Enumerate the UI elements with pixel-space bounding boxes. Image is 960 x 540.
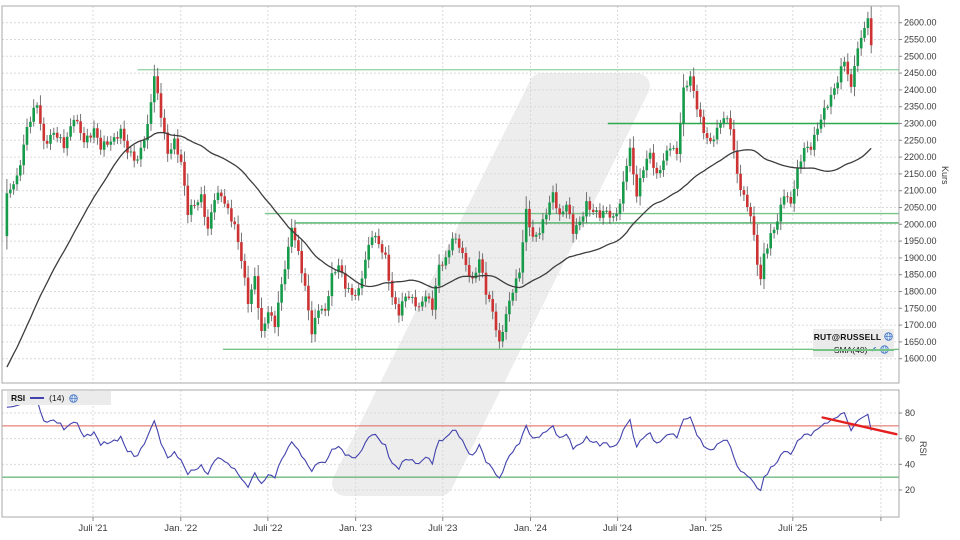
rsi-legend[interactable]: RSI (14): [7, 391, 111, 405]
svg-text:Juli '24: Juli '24: [603, 523, 632, 534]
support-resistance-lines: [137, 69, 899, 350]
svg-text:Juli '22: Juli '22: [253, 523, 282, 534]
svg-text:2350.00: 2350.00: [904, 102, 937, 112]
svg-text:Jan. '22: Jan. '22: [164, 523, 197, 534]
symbol-label: RUT@RUSSELL: [813, 331, 882, 342]
svg-text:2600.00: 2600.00: [904, 18, 937, 28]
rsi-label: RSI: [11, 393, 26, 403]
svg-text:20: 20: [905, 485, 915, 495]
svg-text:2500.00: 2500.00: [904, 51, 937, 61]
svg-text:2550.00: 2550.00: [904, 35, 937, 45]
rsi-plot[interactable]: [2, 399, 899, 492]
svg-text:2250.00: 2250.00: [904, 135, 937, 145]
price-panel-border: [1, 5, 900, 384]
rsi-line-swatch: [30, 397, 45, 399]
svg-text:Juli '23: Juli '23: [428, 523, 457, 534]
svg-text:2200.00: 2200.00: [904, 152, 937, 162]
svg-text:2150.00: 2150.00: [904, 169, 937, 179]
svg-text:80: 80: [905, 408, 915, 418]
globe-icon[interactable]: [69, 393, 78, 403]
svg-text:Jan. '24: Jan. '24: [514, 523, 547, 534]
svg-text:40: 40: [905, 459, 915, 469]
svg-text:Jan. '25: Jan. '25: [689, 523, 722, 534]
sma-line[interactable]: [6, 131, 872, 368]
svg-text:1950.00: 1950.00: [904, 236, 937, 246]
svg-text:60: 60: [905, 434, 915, 444]
svg-text:1900.00: 1900.00: [904, 253, 937, 263]
globe-icon[interactable]: [884, 332, 894, 341]
svg-text:Juli '25: Juli '25: [778, 523, 807, 534]
svg-text:1800.00: 1800.00: [904, 287, 937, 297]
svg-text:2400.00: 2400.00: [904, 85, 937, 95]
svg-text:2050.00: 2050.00: [904, 203, 937, 213]
rsi-line: [6, 399, 872, 492]
rsi-period-label: (14): [49, 393, 65, 403]
svg-text:2100.00: 2100.00: [904, 186, 937, 196]
svg-text:2000.00: 2000.00: [904, 219, 937, 229]
svg-text:1850.00: 1850.00: [904, 270, 937, 280]
price-legend-symbol-row: RUT@RUSSELL: [813, 330, 894, 343]
price-axis-title: Kurs: [940, 166, 950, 185]
svg-text:1600.00: 1600.00: [904, 354, 937, 364]
rsi-trendline: [821, 416, 898, 436]
svg-text:1750.00: 1750.00: [904, 303, 937, 313]
svg-text:Jan. '23: Jan. '23: [339, 523, 372, 534]
svg-text:1650.00: 1650.00: [904, 337, 937, 347]
svg-text:Juli '21: Juli '21: [78, 523, 107, 534]
axis-labels: 2600.00 2550.00 2500.00 2450.00 2400.00 2350.…: [78, 18, 936, 534]
svg-text:2450.00: 2450.00: [904, 68, 937, 78]
price-legend[interactable]: RUT@RUSSELL SMA(40) ✔: [813, 329, 894, 357]
rsi-axis-title: RSI: [918, 441, 928, 457]
rsi-panel-border: [1, 389, 900, 518]
support-line-overlay: [813, 349, 894, 351]
svg-text:1700.00: 1700.00: [904, 320, 937, 330]
svg-text:2300.00: 2300.00: [904, 119, 937, 129]
